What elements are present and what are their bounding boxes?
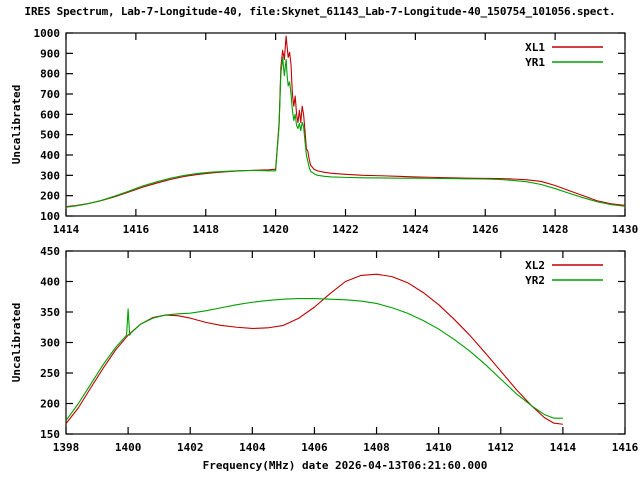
x-tick-label: 1424 [402, 223, 429, 236]
y-tick-label: 400 [40, 149, 60, 162]
y-tick-label: 200 [40, 398, 60, 411]
y-tick-label: 300 [40, 337, 60, 350]
x-tick-label: 1430 [612, 223, 639, 236]
y-tick-label: 350 [40, 306, 60, 319]
legend-label-yr1: YR1 [525, 56, 545, 69]
x-tick-label: 1408 [363, 441, 390, 454]
data-series-xl2 [65, 273, 563, 425]
x-tick-label: 1412 [488, 441, 515, 454]
x-tick-label: 1410 [425, 441, 452, 454]
x-tick-label: 1414 [550, 441, 577, 454]
page-title: IRES Spectrum, Lab-7-Longitude-40, file:… [24, 5, 616, 18]
x-tick-label: 1414 [53, 223, 80, 236]
y-tick-label: 600 [40, 108, 60, 121]
plot-panel-bottom-panel: 150 200 250 300 350 400 450 1398 1400 1402 1404 140… [10, 245, 639, 454]
y-tick-label: 700 [40, 88, 60, 101]
y-tick-label: 100 [40, 210, 60, 223]
y-axis-title: Uncalibrated [10, 85, 23, 164]
y-tick-label: 150 [40, 428, 60, 441]
x-tick-label: 1400 [115, 441, 142, 454]
x-tick-label: 1420 [262, 223, 289, 236]
x-tick-label: 1426 [472, 223, 499, 236]
plot-panel-top-panel: 100 200 300 400 500 600 700 800 900 1000 1414 1416 1… [10, 27, 638, 236]
x-tick-label: 1422 [332, 223, 359, 236]
y-tick-label: 1000 [34, 27, 61, 40]
x-tick-label: 1416 [123, 223, 150, 236]
data-series-xl1 [65, 35, 626, 208]
x-tick-label: 1406 [301, 441, 328, 454]
x-tick-label: 1402 [177, 441, 204, 454]
y-axis-title: Uncalibrated [10, 303, 23, 382]
x-tick-label: 1404 [239, 441, 266, 454]
y-tick-label: 450 [40, 245, 60, 258]
x-tick-label: 1418 [193, 223, 220, 236]
x-axis-title: Frequency(MHz) date 2026-04-13T06:21:60.… [203, 459, 488, 472]
x-tick-label: 1428 [542, 223, 569, 236]
y-tick-label: 250 [40, 367, 60, 380]
y-tick-label: 800 [40, 68, 60, 81]
x-tick-label: 1398 [53, 441, 80, 454]
x-tick-label: 1416 [612, 441, 639, 454]
y-tick-label: 200 [40, 190, 60, 203]
y-tick-label: 300 [40, 169, 60, 182]
legend-label-xl2: XL2 [525, 259, 545, 272]
legend-label-xl1: XL1 [525, 41, 545, 54]
data-series-yr2 [65, 298, 563, 421]
y-tick-label: 500 [40, 129, 60, 142]
y-tick-label: 900 [40, 47, 60, 60]
legend-label-yr2: YR2 [525, 274, 545, 287]
y-tick-label: 400 [40, 276, 60, 289]
data-series-yr1 [65, 56, 626, 208]
